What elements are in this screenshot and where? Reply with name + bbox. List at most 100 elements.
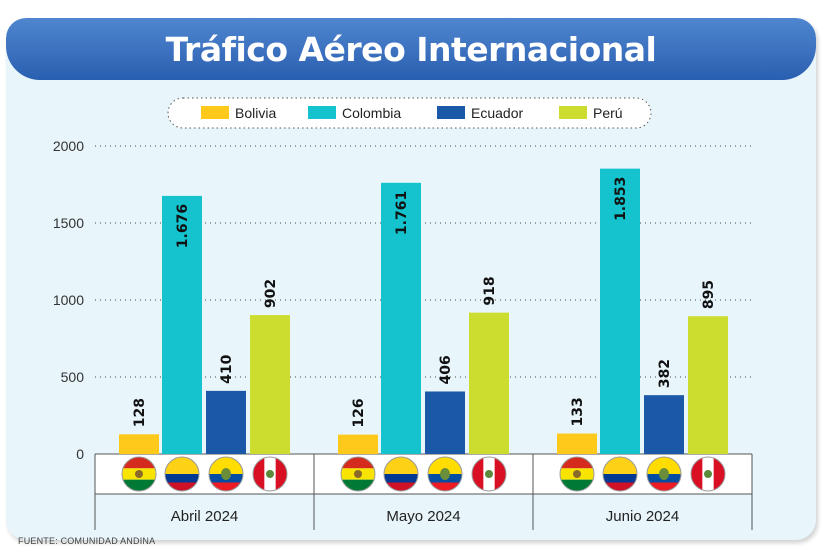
legend-swatch (201, 106, 229, 119)
bar-ecuador (644, 395, 684, 454)
flag-band (428, 457, 462, 474)
flag-emblem (485, 470, 493, 478)
data-label: 1.761 (394, 191, 410, 235)
peru-flag-icon (691, 457, 725, 491)
ecuador-flag-icon (209, 457, 243, 491)
legend: Bolivia Colombia Ecuador Perú (167, 97, 652, 129)
bar-group: 133 1.853 382 895 (557, 168, 728, 492)
flag-ring (602, 456, 638, 492)
data-label: 126 (351, 398, 367, 427)
legend-label: Ecuador (471, 105, 523, 121)
flag-band (691, 457, 703, 491)
source-note: FUENTE: COMUNIDAD ANDINA (18, 536, 156, 546)
data-label: 128 (132, 398, 148, 427)
x-category-label: Junio 2024 (606, 508, 679, 525)
bar-bolivia (119, 434, 159, 454)
flag-band (122, 457, 156, 469)
legend-swatch (437, 106, 465, 119)
flag-band (494, 457, 506, 491)
colombia-flag-icon (603, 457, 637, 491)
data-label: 895 (701, 280, 717, 309)
x-category-label: Mayo 2024 (386, 508, 460, 525)
bar-peru (469, 312, 509, 454)
ecuador-flag-icon (428, 457, 462, 491)
data-label: 902 (263, 279, 279, 308)
y-tick-label: 500 (61, 369, 85, 385)
flag-ring (471, 456, 507, 492)
flag-band (165, 482, 199, 491)
bar-ecuador (425, 391, 465, 454)
flag-emblem (135, 470, 143, 478)
flag-band (647, 482, 681, 491)
flag-strip (95, 454, 752, 494)
data-label: 410 (219, 354, 235, 383)
data-label: 1.676 (175, 204, 191, 248)
peru-flag-icon (472, 457, 506, 491)
flag-emblem (659, 468, 669, 480)
data-label: 406 (438, 355, 454, 384)
flag-emblem (266, 470, 274, 478)
flag-emblem (354, 470, 362, 478)
colombia-flag-icon (384, 457, 418, 491)
flag-band (275, 457, 287, 491)
flag-band (603, 457, 637, 474)
flag-ring (559, 456, 595, 492)
flag-band (647, 457, 681, 474)
legend-box (167, 97, 652, 129)
bar-peru (250, 315, 290, 454)
bolivia-flag-icon (341, 457, 375, 491)
flag-ring (690, 456, 726, 492)
legend-swatch (559, 106, 587, 119)
bar-colombia (162, 195, 202, 454)
flag-band (603, 474, 637, 483)
data-label: 918 (482, 276, 498, 305)
data-label: 1.853 (613, 177, 629, 221)
flag-band (384, 474, 418, 483)
legend-swatch (308, 106, 336, 119)
y-tick-label: 0 (76, 446, 84, 462)
x-category-label: Abril 2024 (171, 508, 239, 525)
flag-emblem (573, 470, 581, 478)
flag-band (341, 457, 375, 469)
flag-band (209, 457, 243, 474)
flag-emblem (440, 468, 450, 480)
bar-group: 126 1.761 406 918 (338, 182, 509, 492)
bar-group: 128 1.676 410 902 (119, 195, 290, 492)
chart-title: Tráfico Aéreo Internacional (165, 29, 657, 69)
flag-ring (646, 456, 682, 492)
flag-band (341, 479, 375, 491)
flag-ring (208, 456, 244, 492)
peru-flag-icon (253, 457, 287, 491)
y-tick-label: 1500 (53, 215, 84, 231)
flag-ring (164, 456, 200, 492)
flag-emblem (221, 468, 231, 480)
ecuador-flag-icon (647, 457, 681, 491)
bar-colombia (600, 168, 640, 454)
title-bar: Tráfico Aéreo Internacional (6, 18, 816, 80)
bar-colombia (381, 182, 421, 454)
flag-band (713, 457, 725, 491)
bar-bolivia (557, 433, 597, 454)
data-label: 382 (657, 359, 673, 388)
legend-label: Colombia (342, 105, 401, 121)
bar-ecuador (206, 390, 246, 454)
flag-band (209, 482, 243, 491)
bolivia-flag-icon (560, 457, 594, 491)
flag-ring (427, 456, 463, 492)
flag-band (384, 457, 418, 474)
flag-band (165, 474, 199, 483)
flag-band (253, 457, 265, 491)
flag-ring (383, 456, 419, 492)
bar-bolivia (338, 434, 378, 454)
flag-band (560, 457, 594, 469)
data-label: 133 (570, 397, 586, 426)
flag-ring (121, 456, 157, 492)
y-tick-label: 2000 (53, 138, 84, 154)
flag-band (603, 482, 637, 491)
y-tick-label: 1000 (53, 292, 84, 308)
flag-band (122, 479, 156, 491)
flag-band (384, 482, 418, 491)
flag-band (165, 457, 199, 474)
legend-label: Perú (593, 105, 623, 121)
